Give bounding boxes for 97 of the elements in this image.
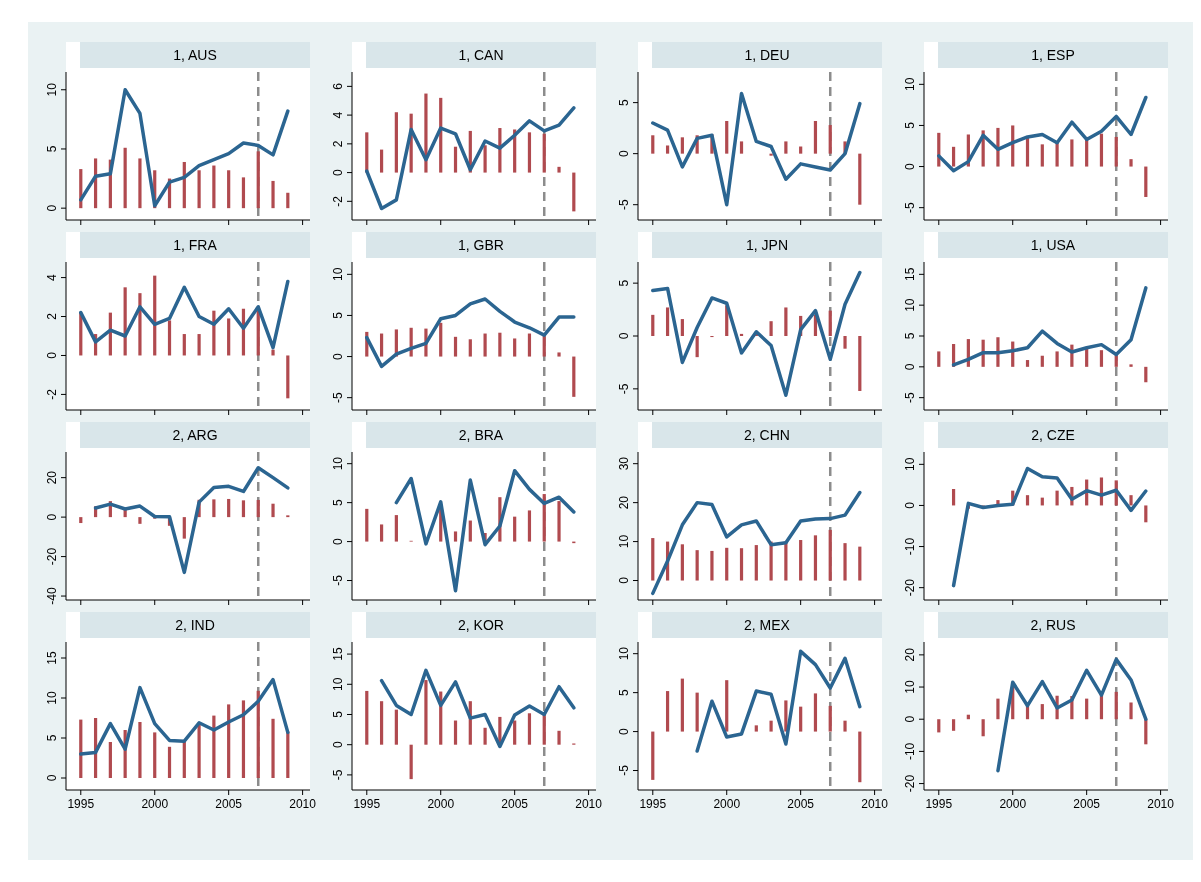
chart-title: 1, USA (1030, 237, 1076, 253)
y-tick-label: 10 (903, 77, 917, 92)
x-tick-label: 2000 (713, 797, 741, 811)
y-tick-label: 2 (45, 312, 59, 320)
y-tick-label: 30 (617, 456, 631, 471)
y-tick-label: 20 (617, 495, 631, 510)
y-tick-label: -5 (903, 202, 917, 213)
y-tick-label: 5 (617, 688, 631, 696)
y-tick-label: 5 (617, 279, 631, 287)
y-tick-label: 10 (331, 456, 345, 471)
chart-title: 1, ESP (1031, 47, 1075, 63)
y-tick-label: 0 (903, 715, 917, 723)
x-tick-label: 1995 (925, 797, 953, 811)
y-tick-label: 10 (331, 267, 345, 282)
y-tick-label: -20 (903, 774, 917, 793)
x-tick-label: 2010 (1147, 797, 1175, 811)
x-tick-label: 2010 (861, 797, 889, 811)
chart-title: 2, RUS (1030, 617, 1076, 633)
y-tick-label: 0 (45, 774, 59, 782)
x-tick-label: 2010 (289, 797, 317, 811)
y-tick-label: 0 (903, 501, 917, 509)
y-tick-label: 2 (331, 140, 345, 148)
y-tick-label: -2 (45, 388, 59, 400)
chart-title: 2, CHN (744, 427, 790, 443)
chart-title: 2, KOR (458, 617, 504, 633)
y-tick-label: 0 (617, 150, 631, 157)
y-tick-label: 6 (331, 82, 345, 90)
y-tick-label: -5 (331, 769, 345, 781)
y-tick-label: 0 (45, 513, 59, 521)
y-tick-label: -5 (617, 199, 631, 211)
chart-title: 2, BRA (458, 427, 504, 443)
y-tick-label: 0 (45, 204, 59, 212)
y-tick-label: 20 (45, 470, 59, 485)
y-tick-label: 10 (331, 677, 345, 691)
y-tick-label: 10 (903, 680, 917, 694)
y-tick-label: 20 (903, 647, 917, 662)
chart-title: 1, DEU (744, 47, 790, 63)
y-tick-label: 5 (331, 311, 345, 319)
y-tick-label: -5 (331, 392, 345, 403)
x-tick-label: 2005 (787, 797, 815, 811)
y-tick-label: -5 (617, 383, 631, 395)
y-tick-label: -5 (903, 392, 917, 403)
y-tick-label: 10 (617, 534, 631, 549)
y-tick-label: 5 (45, 145, 59, 153)
y-tick-label: 0 (331, 352, 345, 360)
chart-title: 2, IND (175, 617, 215, 633)
y-tick-label: 15 (45, 651, 59, 665)
y-tick-label: -10 (903, 537, 917, 556)
y-tick-label: 5 (331, 710, 345, 718)
x-tick-label: 2005 (1073, 797, 1101, 811)
y-tick-label: -20 (45, 547, 59, 566)
chart-title: 1, CAN (458, 47, 504, 63)
y-tick-label: 0 (45, 351, 59, 359)
x-tick-label: 2000 (427, 797, 455, 811)
y-tick-label: 0 (331, 168, 345, 176)
x-tick-label: 1995 (67, 797, 95, 811)
chart-title: 1, GBR (458, 237, 504, 253)
y-tick-label: -5 (617, 764, 631, 776)
y-tick-label: 0 (903, 162, 917, 170)
x-tick-label: 2005 (215, 797, 243, 811)
y-tick-label: 4 (45, 273, 59, 281)
y-tick-label: 10 (903, 457, 917, 472)
chart-title: 1, FRA (173, 237, 218, 253)
y-tick-label: 10 (903, 298, 917, 312)
y-tick-label: 10 (617, 646, 631, 661)
y-tick-label: 5 (903, 332, 917, 340)
chart-title: 2, ARG (172, 427, 218, 443)
y-tick-label: -40 (45, 587, 59, 605)
y-tick-label: 0 (617, 332, 631, 340)
y-tick-label: 0 (331, 741, 345, 749)
chart-title: 1, JPN (745, 237, 789, 253)
y-tick-label: 5 (903, 121, 917, 129)
y-tick-label: 4 (331, 111, 345, 119)
y-tick-label: 15 (331, 647, 345, 661)
x-tick-label: 2000 (141, 797, 169, 811)
y-tick-label: 10 (45, 691, 59, 705)
y-tick-label: 0 (617, 576, 631, 584)
x-tick-label: 2000 (999, 797, 1027, 811)
y-tick-label: -20 (903, 578, 917, 597)
y-tick-label: 10 (45, 82, 59, 97)
x-tick-label: 1995 (353, 797, 381, 811)
y-tick-label: 0 (617, 727, 631, 735)
y-tick-label: -5 (331, 574, 345, 586)
y-tick-label: 5 (331, 498, 345, 506)
chart-title: 2, CZE (1031, 427, 1075, 443)
y-tick-label: 0 (903, 363, 917, 371)
y-tick-label: 5 (45, 734, 59, 742)
chart-title: 1, AUS (173, 47, 217, 63)
x-tick-label: 1995 (639, 797, 667, 811)
chart-title: 2, MEX (744, 617, 791, 633)
y-tick-label: -10 (903, 742, 917, 761)
x-tick-label: 2005 (501, 797, 529, 811)
y-tick-label: 0 (331, 537, 345, 545)
y-tick-label: 5 (617, 98, 631, 106)
x-tick-label: 2010 (575, 797, 603, 811)
y-tick-label: -2 (331, 195, 345, 207)
y-tick-label: 15 (903, 267, 917, 282)
